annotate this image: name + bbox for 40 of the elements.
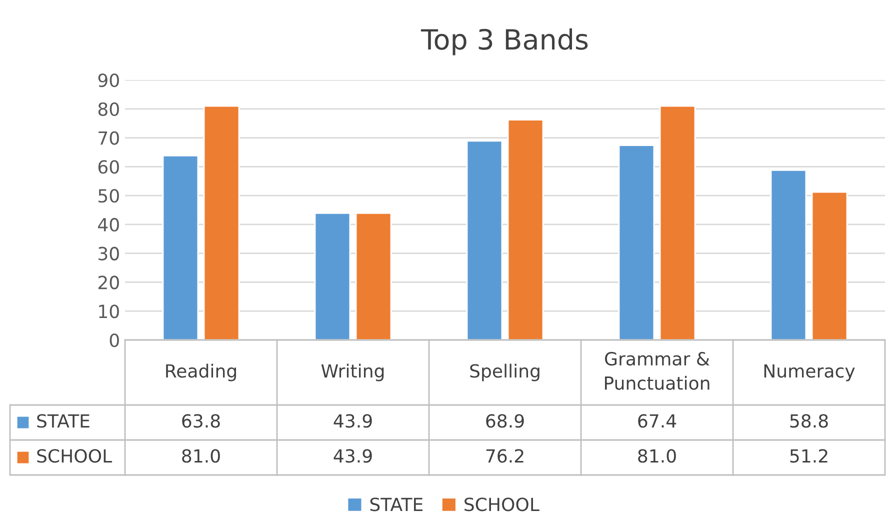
x-tick-label: Spelling	[470, 364, 540, 382]
x-tick-label: Reading	[166, 364, 236, 382]
bar	[618, 144, 655, 340]
legend-label: SCHOOL	[37, 449, 112, 463]
bar	[659, 105, 696, 340]
x-tick-label: Numeracy	[764, 364, 855, 382]
x-tick-label: Writing	[321, 364, 384, 382]
bar	[811, 191, 848, 340]
y-tick-label: 30	[98, 246, 119, 260]
data-label: 43.9	[334, 414, 372, 428]
bar	[507, 119, 544, 340]
legend-label: STATE	[37, 414, 90, 428]
bar	[162, 154, 199, 340]
y-tick-label: 80	[98, 102, 119, 116]
y-tick-label: 70	[98, 131, 119, 145]
x-tick-label: Grammar & Punctuation	[604, 352, 710, 390]
y-tick-label: 0	[110, 333, 119, 348]
chart-title: Top 3 Bands	[420, 28, 588, 56]
data-label: 67.4	[638, 414, 676, 428]
data-label: 76.2	[486, 449, 524, 463]
data-label: 63.8	[182, 414, 220, 428]
y-tick-label: 10	[99, 304, 119, 318]
bar	[466, 140, 503, 340]
bar	[770, 169, 807, 340]
y-tick-label: 50	[98, 189, 119, 203]
data-label: 81.0	[182, 449, 220, 463]
bar	[314, 212, 351, 340]
data-label: 43.9	[334, 449, 372, 463]
data-label: 81.0	[638, 449, 676, 463]
text: SCHOOL	[464, 498, 540, 512]
y-tick-label: 20	[98, 276, 119, 290]
data-label: 68.9	[486, 414, 524, 428]
data-label: 58.8	[790, 414, 828, 428]
y-tick-label: 40	[98, 218, 119, 232]
data-label: 51.2	[790, 449, 828, 463]
y-tick-label: 60	[98, 160, 119, 174]
text: STATE	[370, 498, 422, 512]
bar	[203, 105, 240, 340]
y-tick-label: 90	[98, 73, 119, 88]
bar	[355, 212, 392, 340]
